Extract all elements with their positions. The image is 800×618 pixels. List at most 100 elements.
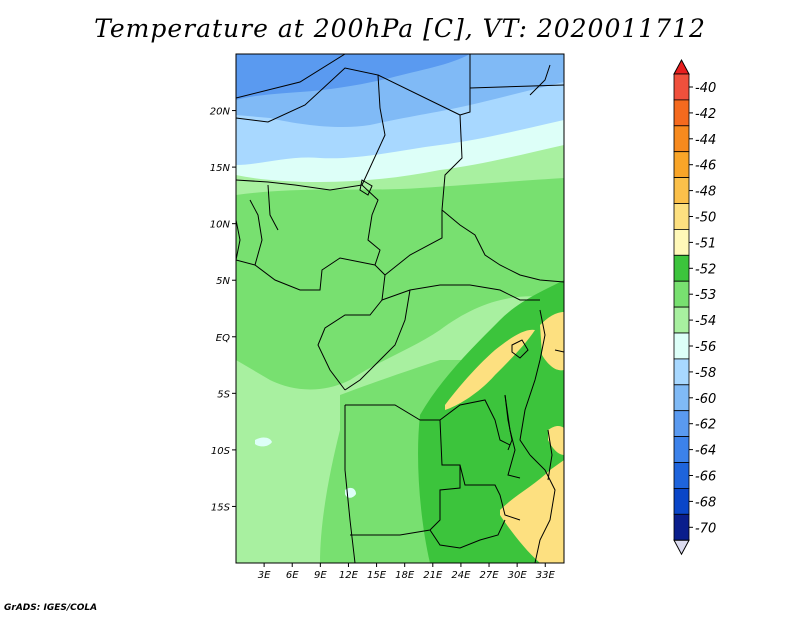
lake-tanganyika bbox=[504, 394, 513, 451]
colorbar-label: -64 bbox=[695, 444, 716, 459]
border-line-24 bbox=[267, 184, 279, 231]
lon-tick-label: 27E bbox=[480, 570, 500, 581]
colorbar-label: -50 bbox=[695, 211, 716, 226]
border-line-17 bbox=[429, 519, 506, 549]
colorbar-label: -42 bbox=[695, 107, 716, 122]
border-line-20 bbox=[529, 454, 556, 563]
lon-tick-label: 30E bbox=[508, 570, 528, 581]
border-line-1 bbox=[236, 54, 346, 99]
border-line-6 bbox=[236, 179, 386, 276]
colorbar-label: -60 bbox=[695, 392, 716, 407]
colorbar-label: -68 bbox=[695, 495, 716, 510]
border-line-10 bbox=[317, 274, 386, 391]
border-line-19 bbox=[519, 309, 546, 456]
lon-tick-label: 21E bbox=[423, 570, 443, 581]
border-line-9 bbox=[384, 210, 443, 276]
border-line-2 bbox=[236, 67, 386, 186]
colorbar-label: -44 bbox=[695, 133, 716, 148]
lat-tick-label: 10N bbox=[210, 220, 231, 231]
map-frame bbox=[235, 53, 565, 564]
colorbar-swatch bbox=[673, 228, 690, 256]
colorbar-swatch bbox=[673, 254, 690, 282]
lat-tick-label: EQ bbox=[216, 333, 230, 344]
colorbar-label: -48 bbox=[695, 185, 716, 200]
colorbar-swatch bbox=[673, 513, 690, 541]
colorbar-swatch bbox=[673, 358, 690, 386]
border-line-5 bbox=[469, 84, 564, 89]
colorbar-swatch bbox=[673, 436, 690, 463]
border-line-3 bbox=[377, 74, 463, 211]
border-line-23 bbox=[249, 199, 263, 266]
colorbar-swatch bbox=[673, 410, 690, 438]
colorbar-label: -70 bbox=[695, 521, 716, 536]
colorbar-label: -52 bbox=[695, 262, 716, 277]
border-line-7 bbox=[236, 257, 376, 291]
colorbar-swatch bbox=[673, 487, 690, 515]
colorbar-label: -53 bbox=[695, 288, 716, 303]
colorbar-swatch bbox=[673, 332, 690, 360]
colorbar-top-arrow bbox=[673, 58, 690, 75]
colorbar-label: -66 bbox=[695, 470, 716, 485]
field-patch-56-sw1 bbox=[255, 437, 272, 447]
lon-tick-group: 3E 6E 9E 12E 15E 18E 21E 24E 27E 30E 33E bbox=[258, 563, 556, 581]
lat-tick-label: 15S bbox=[211, 502, 231, 513]
lake-victoria bbox=[511, 339, 529, 359]
lake-malawi bbox=[547, 429, 553, 481]
colorbar-swatch bbox=[673, 384, 690, 412]
border-line-22 bbox=[236, 219, 241, 261]
colorbar-swatch bbox=[673, 177, 690, 204]
field-region-51-northeast bbox=[540, 312, 564, 371]
lon-tick-label: 24E bbox=[451, 570, 471, 581]
lat-tick-label: 5N bbox=[216, 276, 230, 287]
country-borders bbox=[236, 54, 564, 563]
field-region-51-lake bbox=[548, 425, 564, 455]
field-region-62-north bbox=[236, 54, 470, 100]
lat-tick-group: 20N 15N 10N 5N EQ 5S 10S 15S bbox=[210, 107, 236, 513]
colorbar-swatch bbox=[673, 280, 690, 308]
border-line-25 bbox=[529, 64, 551, 96]
lakes bbox=[359, 179, 553, 481]
colorbar-swatch bbox=[673, 125, 690, 153]
map-title: Temperature at 200hPa [C], VT: 202001171… bbox=[94, 14, 706, 43]
border-line-21 bbox=[554, 349, 564, 353]
lon-tick-label: 3E bbox=[258, 570, 271, 581]
field-region-51-southeast bbox=[500, 460, 564, 563]
colorbar-swatch bbox=[673, 306, 690, 334]
colorbar-bottom-arrow bbox=[673, 539, 690, 556]
colorbar-label: -40 bbox=[695, 81, 716, 96]
border-line-8 bbox=[441, 209, 564, 283]
temperature-field bbox=[236, 54, 564, 563]
lat-tick-label: 15N bbox=[210, 163, 231, 174]
colorbar-label: -46 bbox=[695, 159, 716, 174]
lat-tick-label: 10S bbox=[211, 446, 231, 457]
border-line-12 bbox=[344, 289, 411, 391]
lon-tick-label: 15E bbox=[367, 570, 387, 581]
colorbar-label: -58 bbox=[695, 366, 716, 381]
field-region-53-west bbox=[236, 178, 564, 390]
colorbar-swatch bbox=[673, 151, 690, 178]
colorbar-label: -51 bbox=[695, 236, 716, 251]
border-line-16 bbox=[350, 465, 461, 536]
colorbar-label: -56 bbox=[695, 340, 716, 355]
border-line-15 bbox=[344, 405, 356, 563]
lon-tick-label: 33E bbox=[536, 570, 556, 581]
colorbar-label: -62 bbox=[695, 418, 716, 433]
colorbar-label: -54 bbox=[695, 314, 716, 329]
grads-credit: GrADS: IGES/COLA bbox=[4, 603, 98, 613]
colorbar-swatch bbox=[673, 203, 690, 230]
lon-tick-label: 6E bbox=[286, 570, 299, 581]
lon-tick-label: 12E bbox=[339, 570, 359, 581]
border-line-4 bbox=[459, 54, 471, 116]
lat-tick-label: 20N bbox=[210, 107, 231, 118]
lon-tick-label: 18E bbox=[395, 570, 415, 581]
border-line-18 bbox=[504, 394, 521, 479]
colorbar: -40 -42 -44 -46 -48 -50 -51 -52 -53 -54 -56 -58 -60 -… bbox=[673, 58, 716, 556]
lon-tick-label: 9E bbox=[314, 570, 327, 581]
border-line-14 bbox=[439, 399, 511, 446]
lake-chad bbox=[359, 179, 373, 196]
colorbar-swatch bbox=[673, 99, 690, 127]
lat-tick-label: 5S bbox=[217, 389, 230, 400]
colorbar-swatch bbox=[673, 73, 690, 101]
colorbar-swatch bbox=[673, 462, 690, 489]
